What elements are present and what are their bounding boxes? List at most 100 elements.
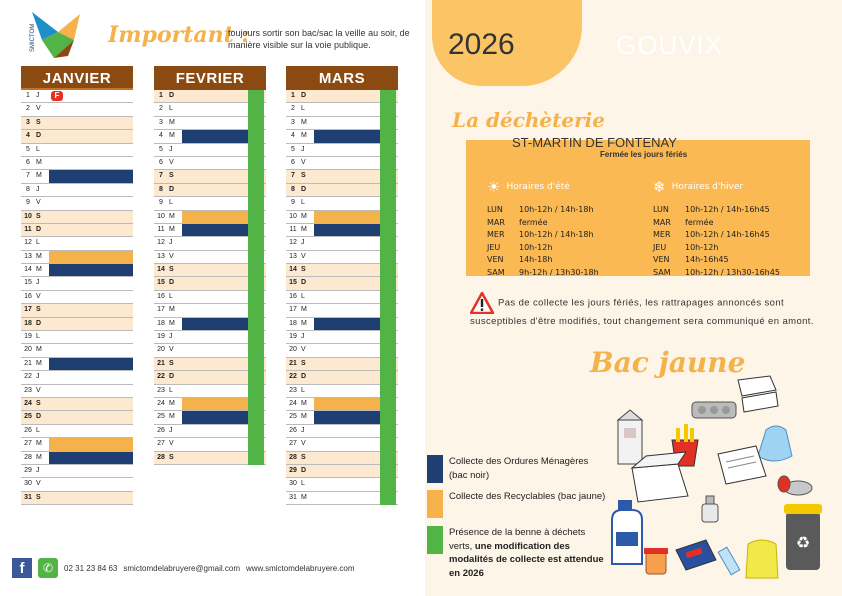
day-number: 16: [289, 292, 297, 300]
day-slot: [182, 425, 250, 437]
day-number: 25: [24, 413, 32, 421]
day-slot: [314, 465, 382, 477]
month-mars: MARS 1 D 2 L 3 M 4 M 5 J 6 V 7 S 8 D 9 L 10 M 11 M 12 J 13 V 14 S 15 D…: [286, 66, 398, 506]
day-number: 2: [26, 105, 30, 113]
hours-row: MAR fermée: [487, 218, 599, 231]
day-slot: [49, 478, 133, 490]
yellow-bag-icon: [745, 539, 779, 579]
day-row: 15 D: [286, 277, 398, 291]
calendar-panel: SMICTOM Important : toujours sortir son …: [12, 12, 410, 578]
day-number: 26: [24, 426, 32, 434]
weekday-letter: J: [301, 145, 305, 153]
phone-number[interactable]: 02 31 23 84 63: [64, 563, 118, 573]
detergent-bottle-icon: [611, 500, 643, 565]
day-number: 19: [157, 333, 165, 341]
website-link[interactable]: www.smictomdelabruyere.com: [246, 563, 355, 573]
day-number: 27: [157, 440, 165, 448]
warning-icon: [470, 292, 494, 314]
day-number: 22: [157, 373, 165, 381]
month-header: MARS: [286, 66, 398, 90]
day-row: 17 S: [21, 304, 133, 318]
day-number: 20: [157, 346, 165, 354]
weekday-letter: V: [301, 346, 306, 354]
green-waste-bar: [248, 90, 264, 466]
day-row: 11 D: [21, 223, 133, 238]
day-row: 16 L: [154, 291, 266, 305]
day-slot: [182, 291, 250, 303]
day-number: 13: [24, 252, 32, 260]
legend-item-om: Collecte des Ordures Ménagères (bac noir…: [427, 455, 607, 483]
day-row: 19 J: [154, 331, 266, 345]
day-row: 13 V: [154, 251, 266, 265]
weekday-letter: M: [301, 399, 307, 407]
weekday-letter: M: [169, 306, 175, 314]
day-slot: [314, 385, 382, 397]
hours-value: 9h-12h / 13h30-18h: [519, 267, 599, 277]
day-slot: [49, 411, 133, 423]
day-row: 29 D: [286, 464, 398, 479]
day-slot: [314, 304, 382, 316]
day-slot: [314, 344, 382, 356]
day-slot: [182, 358, 250, 370]
collection-recyclables: [49, 250, 133, 264]
day-row: 27 V: [154, 438, 266, 452]
facebook-icon[interactable]: f: [12, 558, 32, 578]
hours-row: VEN 14h-16h45: [653, 255, 780, 268]
weekday-letter: D: [169, 185, 175, 193]
collection-recyclables: [314, 210, 382, 223]
weekday-letter: L: [36, 145, 40, 153]
weekday-letter: J: [169, 239, 173, 247]
day-slot: [182, 277, 250, 289]
day-slot: [314, 237, 382, 249]
weekday-letter: D: [301, 373, 307, 381]
day-number: 3: [26, 118, 30, 126]
day-number: 8: [26, 185, 30, 193]
holiday-warning: Pas de collecte les jours fériés, les ra…: [470, 292, 816, 329]
weekday-letter: M: [169, 399, 175, 407]
day-slot: [314, 291, 382, 303]
legend-text-green-waste: Présence de la benne à déchets verts, un…: [449, 527, 604, 579]
day-number: 6: [26, 158, 30, 166]
weekday-letter: S: [301, 266, 306, 274]
day-number: 16: [24, 292, 32, 300]
info-panel: [425, 0, 842, 596]
day-number: 20: [289, 346, 297, 354]
hours-value: fermée: [519, 217, 548, 227]
day-number: 25: [289, 413, 297, 421]
day-slot: [314, 184, 382, 196]
decheterie-closed-note: Fermée les jours fériés: [600, 150, 688, 159]
weekday-letter: D: [36, 319, 42, 327]
hours-row: MAR fermée: [653, 218, 780, 231]
weekday-letter: S: [169, 266, 174, 274]
day-row: 21 M: [21, 357, 133, 372]
day-number: 27: [24, 440, 32, 448]
day-number: 21: [157, 359, 165, 367]
hours-row: LUN 10h-12h / 14h-18h: [487, 205, 599, 218]
day-slot: [182, 237, 250, 249]
hours-row: JEU 10h-12h: [653, 243, 780, 256]
hours-value: 10h-12h / 14h-18h: [519, 205, 594, 214]
hours-row: SAM 9h-12h / 13h30-18h: [487, 268, 599, 281]
day-slot: [314, 277, 382, 289]
legend-swatch-recyclables: [427, 490, 443, 518]
email-link[interactable]: smictomdelabruyere@gmail.com: [123, 563, 240, 573]
day-slot: [314, 425, 382, 437]
hours-day: LUN: [653, 205, 669, 214]
hours-row: LUN 10h-12h / 14h-16h45: [653, 205, 780, 218]
day-number: 5: [159, 145, 163, 153]
weekday-letter: L: [36, 333, 40, 341]
day-row: 26 L: [21, 425, 133, 439]
hours-row: SAM 10h-12h / 13h30-16h45: [653, 268, 780, 281]
day-number: 17: [157, 306, 165, 314]
day-row: 23 L: [154, 385, 266, 398]
weekday-letter: D: [36, 132, 42, 140]
day-slot: [314, 197, 382, 209]
egg-carton-icon: [691, 401, 737, 419]
